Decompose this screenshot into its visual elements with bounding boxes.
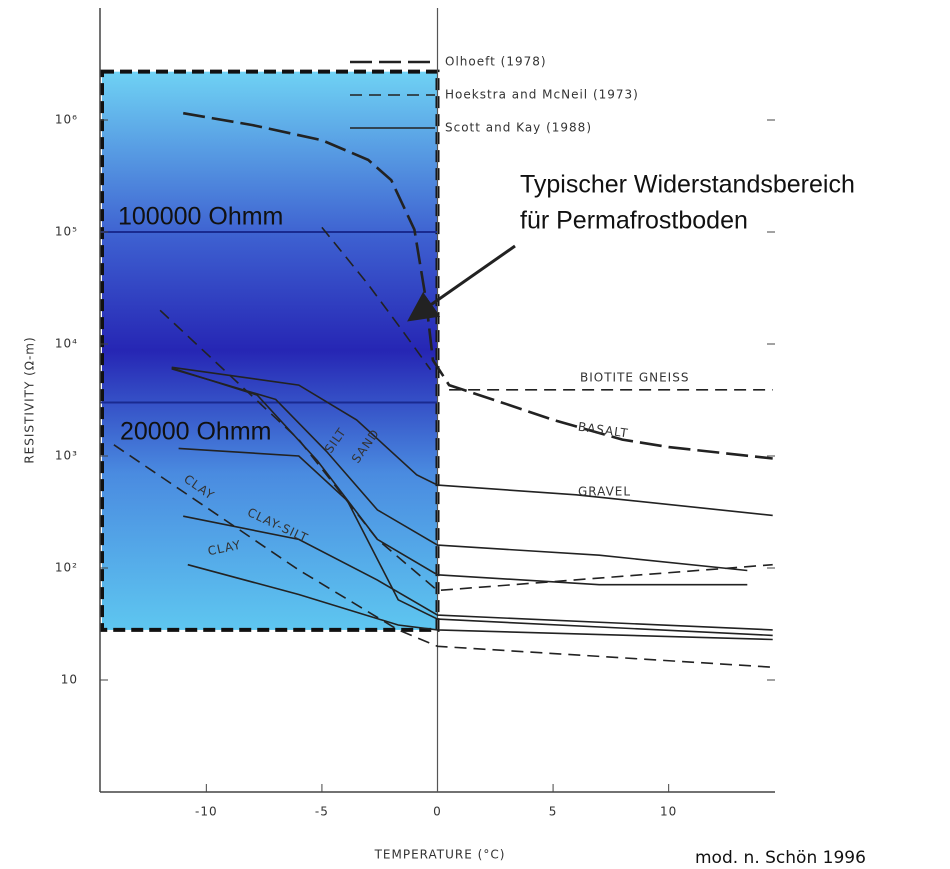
x-tick-label: 0: [433, 805, 442, 819]
curve: [321, 226, 432, 371]
y-tick-label: 10⁵: [55, 225, 78, 239]
curve: [171, 367, 748, 586]
x-tick-label: 10: [660, 805, 677, 819]
curve-label: CLAY: [206, 538, 242, 559]
x-tick-label: -5: [315, 805, 329, 819]
annotation: für Permafrostboden: [520, 207, 748, 235]
legend-label: Hoekstra and McNeil (1973): [445, 88, 639, 102]
x-tick-label: -10: [195, 805, 218, 819]
y-tick-label: 10⁶: [55, 113, 78, 127]
y-axis-label: RESISTIVITY (Ω-m): [23, 336, 37, 463]
y-tick-label: 10⁴: [55, 337, 78, 351]
curve-label: BIOTITE GNEISS: [580, 371, 689, 385]
y-tick-label: 10: [61, 673, 78, 687]
arrow: [407, 244, 516, 322]
curve: [178, 447, 773, 637]
curve-label: BASALT: [577, 420, 629, 441]
source-note: mod. n. Schön 1996: [695, 848, 866, 868]
curve: [171, 368, 748, 572]
curve-label: GRAVEL: [578, 485, 631, 499]
y-tick-label: 10²: [55, 561, 78, 575]
curve: [183, 515, 773, 631]
annotation: 20000 Ohmm: [120, 418, 271, 446]
curve: [171, 366, 773, 517]
curve: [187, 563, 773, 641]
legend-label: Scott and Kay (1988): [445, 121, 592, 135]
x-axis-label: TEMPERATURE (°C): [374, 848, 506, 862]
curve: [182, 111, 773, 460]
annotation: 100000 Ohmm: [118, 203, 283, 231]
highlight-region: [100, 69, 440, 632]
y-tick-label: 10³: [55, 449, 78, 463]
annotation: Typischer Widerstandsbereich: [520, 171, 855, 199]
legend-label: Olhoeft (1978): [445, 55, 547, 69]
x-tick-label: 5: [549, 805, 558, 819]
